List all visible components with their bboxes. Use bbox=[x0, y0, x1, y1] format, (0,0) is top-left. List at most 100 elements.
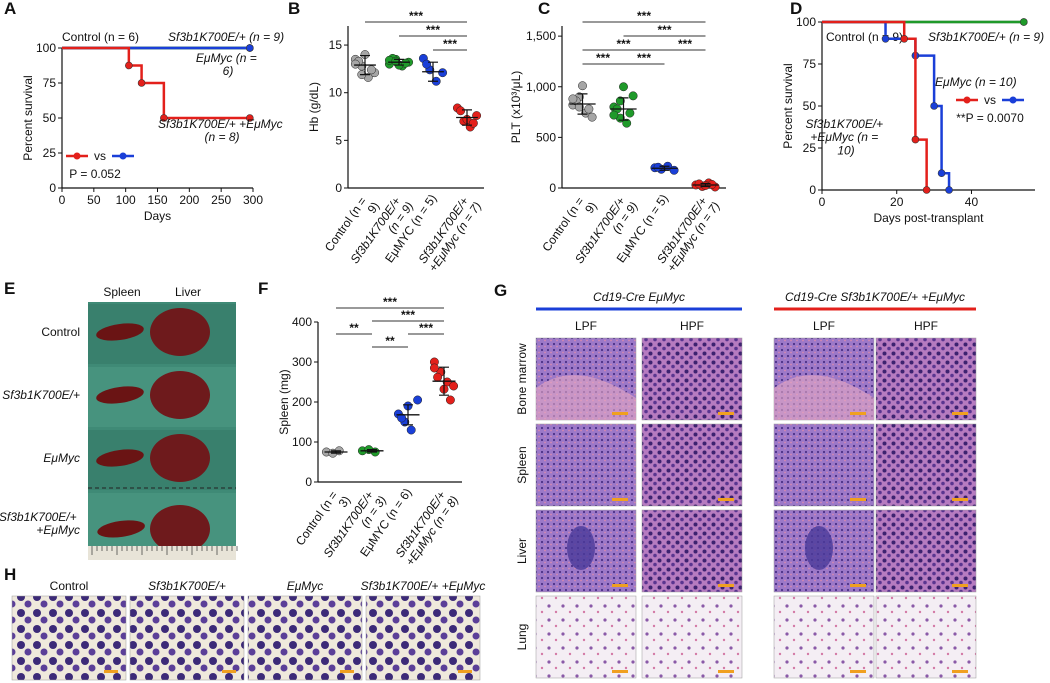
dot bbox=[619, 82, 628, 92]
liver bbox=[150, 371, 210, 419]
dot bbox=[578, 81, 587, 91]
y-tick-label: 5 bbox=[335, 133, 342, 147]
scale-bar bbox=[612, 498, 628, 501]
legend-dot bbox=[1009, 96, 1017, 104]
survival-line bbox=[822, 20, 951, 190]
scale-bar bbox=[222, 670, 236, 673]
y-axis-label: Percent survival bbox=[21, 75, 35, 160]
scale-bar bbox=[718, 670, 734, 673]
significance-label: *** bbox=[637, 9, 651, 23]
x-tick-label: 0 bbox=[59, 193, 66, 207]
significance-label: *** bbox=[596, 51, 610, 65]
micrograph bbox=[129, 595, 245, 681]
dot bbox=[584, 104, 594, 114]
micrograph bbox=[875, 423, 977, 507]
error-bar bbox=[367, 449, 377, 453]
significance-label: *** bbox=[637, 51, 651, 65]
error-bar bbox=[439, 366, 449, 396]
image-label: Control bbox=[50, 579, 89, 593]
survival-point bbox=[246, 44, 254, 52]
series-label: Sf3b1K700E/+ (n = 9) bbox=[928, 30, 1044, 44]
survival-point bbox=[930, 102, 938, 110]
y-tick-label: 0 bbox=[49, 181, 56, 195]
dot bbox=[468, 118, 478, 128]
y-tick-label: 100 bbox=[796, 15, 816, 29]
legend-dot bbox=[963, 96, 971, 104]
survival-point bbox=[137, 79, 146, 87]
annotation: vs bbox=[984, 93, 996, 107]
scale-bar bbox=[850, 670, 866, 673]
x-tick-label: 200 bbox=[179, 193, 199, 207]
tissue bbox=[774, 375, 874, 420]
dot bbox=[400, 58, 410, 68]
legend-dot bbox=[73, 152, 81, 160]
micrograph bbox=[247, 595, 363, 681]
spleen bbox=[96, 386, 144, 404]
x-tick-label: 300 bbox=[243, 193, 263, 207]
significance-label: *** bbox=[678, 37, 692, 51]
panel-letter: D bbox=[790, 0, 802, 18]
micrograph bbox=[641, 423, 743, 507]
dot bbox=[429, 363, 439, 373]
series-label: Sf3b1K700E/+ +EμMyc (n = 8) bbox=[158, 117, 286, 144]
text-line: 10) bbox=[837, 143, 854, 157]
spleen bbox=[97, 520, 145, 538]
dot bbox=[413, 395, 423, 405]
scale-bar bbox=[850, 584, 866, 587]
error-bar bbox=[360, 54, 370, 76]
micrograph bbox=[773, 423, 875, 507]
column-label: Spleen bbox=[103, 285, 140, 299]
y-axis-label: Spleen (mg) bbox=[277, 369, 291, 434]
panel-letter: H bbox=[4, 565, 16, 584]
scale-bar bbox=[952, 670, 968, 673]
survival-point bbox=[125, 61, 133, 70]
significance-label: *** bbox=[616, 37, 630, 51]
panel-letter: A bbox=[4, 0, 16, 18]
y-tick-label: 400 bbox=[292, 315, 312, 329]
scale-bar bbox=[718, 498, 734, 501]
annotation: P = 0.052 bbox=[69, 167, 121, 181]
dot bbox=[449, 381, 459, 391]
text-line: +EμMyc (n = bbox=[810, 130, 881, 144]
dot bbox=[406, 425, 416, 435]
column-label: HPF bbox=[680, 319, 704, 333]
y-tick-label: 500 bbox=[536, 130, 556, 144]
dot bbox=[615, 96, 625, 106]
micrograph bbox=[365, 595, 481, 681]
y-axis-label: PLT (x10³/μL) bbox=[509, 71, 523, 144]
dot bbox=[350, 59, 360, 69]
row-label: Lung bbox=[515, 624, 529, 651]
dot bbox=[422, 59, 432, 69]
y-tick-label: 50 bbox=[803, 99, 817, 113]
scale-bar bbox=[458, 670, 472, 673]
error-bar bbox=[618, 97, 629, 121]
micrograph bbox=[875, 595, 977, 679]
y-tick-label: 0 bbox=[809, 183, 816, 197]
row-label: Sf3b1K700E/+ bbox=[2, 388, 80, 402]
panel-letter: C bbox=[538, 0, 550, 18]
liver bbox=[150, 308, 210, 356]
dot bbox=[397, 413, 407, 423]
micrograph bbox=[875, 509, 977, 593]
dot bbox=[438, 68, 448, 78]
survival-point bbox=[945, 186, 953, 194]
column-label: HPF bbox=[914, 319, 938, 333]
y-axis-label: Percent survival bbox=[781, 63, 795, 148]
text-line: +EμMyc bbox=[36, 523, 80, 537]
annotation: **P = 0.0070 bbox=[956, 111, 1024, 125]
y-tick-label: 25 bbox=[803, 141, 817, 155]
tissue bbox=[536, 375, 636, 420]
dot bbox=[669, 165, 679, 175]
row-label: Spleen bbox=[515, 446, 529, 483]
column-label: LPF bbox=[813, 319, 835, 333]
y-tick-label: 10 bbox=[329, 86, 343, 100]
micrograph bbox=[11, 595, 127, 681]
row-label: Control bbox=[41, 325, 80, 339]
micrograph bbox=[773, 595, 875, 679]
series-label: Sf3b1K700E/+ (n = 9) bbox=[168, 30, 284, 44]
error-bar bbox=[577, 93, 588, 115]
dot bbox=[433, 372, 443, 382]
y-tick-label: 1,500 bbox=[526, 29, 556, 43]
x-axis-label: Days bbox=[144, 209, 171, 223]
survival-point bbox=[246, 114, 254, 122]
